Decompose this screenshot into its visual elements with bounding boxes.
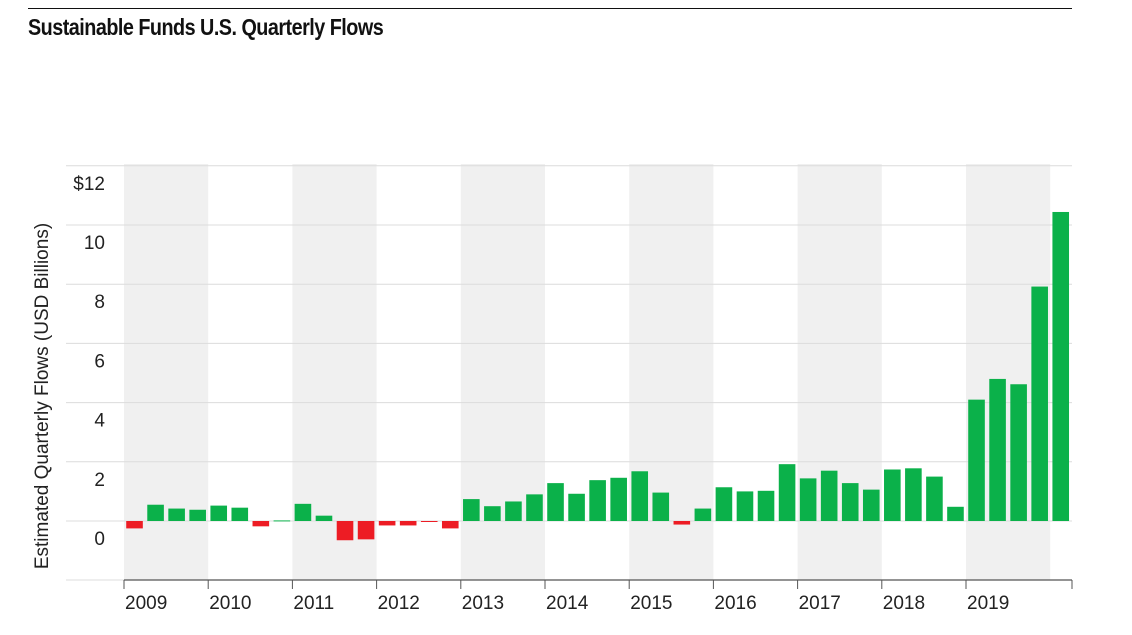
bar-2017-Q2 <box>820 470 838 521</box>
bar-2019-Q2 <box>989 378 1006 521</box>
x-tick-label-2017: 2017 <box>799 593 841 614</box>
bar-2010-Q2 <box>231 507 249 521</box>
bar-2014-Q1 <box>547 483 564 521</box>
x-tick-label-2009: 2009 <box>125 593 167 614</box>
bar-2019-latest <box>1052 211 1070 521</box>
x-axis-ticks: 2009 2010 2011 2012 2013 2014 2015 2016 2017 2018… <box>123 580 1073 614</box>
y-axis-ticks: $12 10 8 6 4 2 0 <box>73 174 105 550</box>
bar-2015-Q1 <box>631 471 649 521</box>
x-tick-label-2019: 2019 <box>967 593 1009 614</box>
bar-2016-Q3 <box>757 490 775 521</box>
bar-2018-Q3 <box>926 476 943 521</box>
x-tick-label-2013: 2013 <box>462 593 504 614</box>
bar-2014-Q3 <box>589 480 606 521</box>
bar-2009-Q2 <box>147 504 164 521</box>
y-tick-label: $12 <box>73 174 105 195</box>
bar-2016-Q4 <box>778 464 796 521</box>
x-tick-label-2014: 2014 <box>546 593 589 614</box>
x-tick-label-2011: 2011 <box>293 593 334 614</box>
bars <box>126 211 1070 541</box>
chart-title: Sustainable Funds U.S. Quarterly Flows <box>28 14 384 40</box>
bar-2016-Q2 <box>736 491 754 521</box>
bar-2013-Q2 <box>484 506 501 521</box>
bar-2011-Q1 <box>294 503 312 521</box>
bar-2010-Q3 <box>252 521 270 527</box>
bar-2016-Q1 <box>715 487 733 521</box>
bar-2013-Q4 <box>526 494 543 521</box>
bar-2015-Q3 <box>673 521 691 525</box>
bar-2019-Q4 <box>1031 286 1048 521</box>
bar-2015-Q4 <box>694 508 712 521</box>
bar-2017-Q4 <box>862 489 880 521</box>
y-tick-label: 4 <box>94 411 105 432</box>
bar-2011-Q3 <box>336 521 354 541</box>
y-axis-label: Estimated Quarterly Flows (USD Billions) <box>32 223 53 569</box>
bar-2012-Q3 <box>420 521 438 522</box>
bar-2009-Q3 <box>168 508 185 521</box>
bar-2012-Q1 <box>378 521 396 526</box>
bar-2018-Q4 <box>947 506 964 521</box>
x-tick-label-2015: 2015 <box>630 593 672 614</box>
x-tick-label-2012: 2012 <box>378 593 420 614</box>
bar-2019-Q1 <box>968 399 985 521</box>
y-tick-label: 10 <box>84 233 105 254</box>
bar-2011-Q2 <box>315 515 333 521</box>
bar-2013-Q1 <box>463 499 480 521</box>
bar-2019-Q3 <box>1010 384 1027 521</box>
bar-2010-Q4 <box>273 520 291 522</box>
bar-2014-Q2 <box>568 493 585 521</box>
bar-2012-Q4 <box>441 521 459 529</box>
x-tick-label-2010: 2010 <box>209 593 251 614</box>
bar-2012-Q2 <box>399 521 417 526</box>
bar-2009-Q4 <box>189 509 206 521</box>
y-tick-label: 2 <box>94 470 105 491</box>
title-rule <box>28 8 1072 9</box>
bar-2018-Q2 <box>905 468 922 521</box>
bar-2010-Q1 <box>210 505 228 521</box>
y-tick-label: 6 <box>94 351 105 372</box>
bar-2013-Q3 <box>505 501 522 521</box>
x-tick-label-2016: 2016 <box>714 593 756 614</box>
bar-2009-Q1 <box>126 521 143 529</box>
bar-2011-Q4 <box>357 521 375 540</box>
bar-2014-Q4 <box>610 477 627 521</box>
bar-2015-Q2 <box>652 492 670 521</box>
x-tick-label-2018: 2018 <box>883 593 925 614</box>
y-tick-label: 0 <box>94 529 105 550</box>
bar-2017-Q1 <box>799 478 817 521</box>
bar-2017-Q3 <box>841 483 859 521</box>
y-tick-label: 8 <box>94 292 105 313</box>
bar-2018-Q1 <box>884 469 901 521</box>
